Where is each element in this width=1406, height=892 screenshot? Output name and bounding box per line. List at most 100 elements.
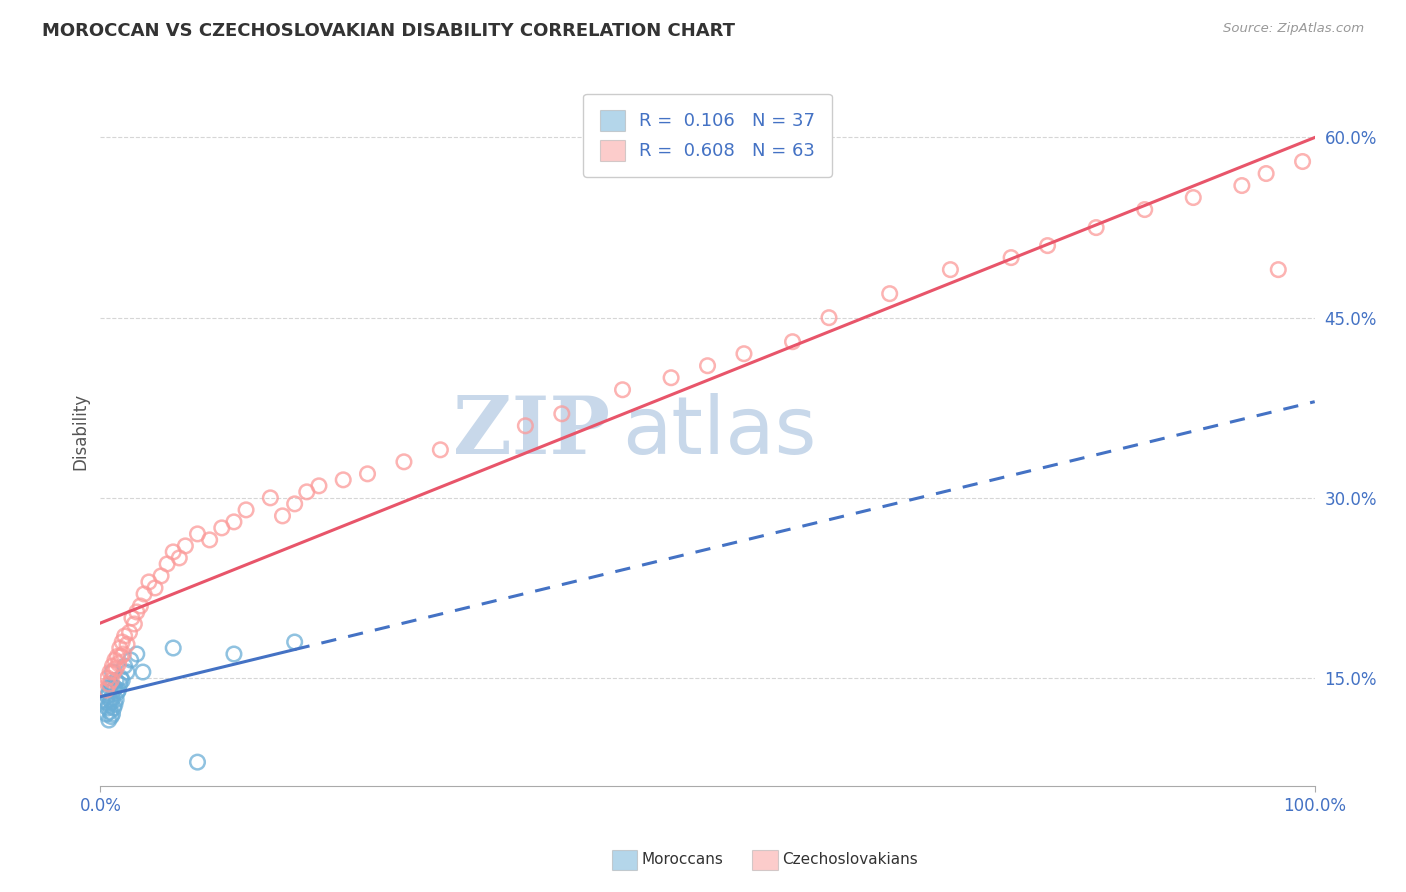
Point bbox=[97, 689, 120, 703]
Text: ZIP: ZIP bbox=[453, 392, 610, 471]
Point bbox=[100, 673, 122, 688]
Point bbox=[156, 557, 179, 571]
Point bbox=[174, 539, 197, 553]
Point bbox=[1267, 262, 1289, 277]
Point bbox=[115, 665, 138, 679]
Point bbox=[100, 709, 122, 723]
Point bbox=[120, 653, 142, 667]
Point bbox=[150, 569, 173, 583]
Point bbox=[818, 310, 841, 325]
Point bbox=[782, 334, 804, 349]
Legend: R =  0.106   N = 37, R =  0.608   N = 63: R = 0.106 N = 37, R = 0.608 N = 63 bbox=[583, 94, 831, 177]
Point bbox=[114, 629, 136, 643]
Point bbox=[132, 665, 155, 679]
Point bbox=[186, 527, 208, 541]
Point bbox=[112, 647, 135, 661]
Point bbox=[110, 649, 132, 664]
Point bbox=[332, 473, 354, 487]
Point bbox=[222, 647, 245, 661]
Point bbox=[124, 617, 146, 632]
Point bbox=[108, 640, 131, 655]
Point bbox=[1085, 220, 1108, 235]
Point bbox=[429, 442, 451, 457]
Point bbox=[222, 515, 245, 529]
Point bbox=[98, 692, 121, 706]
Point bbox=[696, 359, 718, 373]
Point bbox=[98, 665, 121, 679]
Point bbox=[104, 681, 127, 695]
Point bbox=[659, 370, 682, 384]
Point bbox=[356, 467, 378, 481]
Point bbox=[1036, 238, 1059, 252]
Point bbox=[103, 683, 125, 698]
Point bbox=[101, 680, 124, 694]
Text: Moroccans: Moroccans bbox=[641, 853, 723, 867]
Point bbox=[98, 705, 121, 719]
Point bbox=[284, 497, 307, 511]
Point bbox=[162, 640, 184, 655]
Text: atlas: atlas bbox=[623, 392, 817, 471]
Point bbox=[1230, 178, 1253, 193]
Point bbox=[110, 671, 132, 685]
Point bbox=[101, 659, 124, 673]
Point bbox=[271, 508, 294, 523]
Point bbox=[169, 550, 191, 565]
Point bbox=[308, 479, 330, 493]
Y-axis label: Disability: Disability bbox=[72, 393, 89, 470]
Point bbox=[162, 545, 184, 559]
Point bbox=[101, 707, 124, 722]
Point bbox=[107, 683, 129, 698]
Point bbox=[1182, 190, 1205, 204]
Point bbox=[98, 681, 121, 695]
Point bbox=[259, 491, 281, 505]
Point bbox=[114, 659, 136, 673]
Point bbox=[115, 637, 138, 651]
Point bbox=[105, 673, 128, 688]
Point bbox=[1000, 251, 1022, 265]
Point bbox=[100, 695, 122, 709]
Point bbox=[392, 455, 415, 469]
Text: Czechoslovakians: Czechoslovakians bbox=[782, 853, 918, 867]
Point bbox=[103, 701, 125, 715]
Point bbox=[108, 677, 131, 691]
Point bbox=[105, 692, 128, 706]
Point bbox=[97, 677, 120, 691]
Text: MOROCCAN VS CZECHOSLOVAKIAN DISABILITY CORRELATION CHART: MOROCCAN VS CZECHOSLOVAKIAN DISABILITY C… bbox=[42, 22, 735, 40]
Point bbox=[97, 671, 120, 685]
Point bbox=[101, 691, 124, 706]
Point bbox=[879, 286, 901, 301]
Point bbox=[96, 695, 118, 709]
Point bbox=[105, 649, 128, 664]
Text: Source: ZipAtlas.com: Source: ZipAtlas.com bbox=[1223, 22, 1364, 36]
Point bbox=[295, 484, 318, 499]
Point bbox=[186, 755, 208, 769]
Point bbox=[551, 407, 574, 421]
Point bbox=[612, 383, 634, 397]
Point bbox=[939, 262, 962, 277]
Point bbox=[1256, 167, 1278, 181]
Point bbox=[105, 661, 128, 675]
Point bbox=[129, 599, 152, 613]
Point bbox=[132, 587, 155, 601]
Point bbox=[107, 657, 129, 671]
Point bbox=[733, 347, 755, 361]
Point bbox=[97, 685, 120, 699]
Point bbox=[100, 677, 122, 691]
Point bbox=[235, 503, 257, 517]
Point bbox=[111, 635, 134, 649]
Point bbox=[96, 683, 118, 698]
Point bbox=[1291, 154, 1313, 169]
Point bbox=[104, 698, 127, 712]
Point bbox=[515, 418, 537, 433]
Point bbox=[125, 605, 148, 619]
Point bbox=[138, 574, 160, 589]
Point bbox=[198, 533, 221, 547]
Point bbox=[96, 707, 118, 722]
Point bbox=[211, 521, 233, 535]
Point bbox=[111, 673, 134, 688]
Point bbox=[143, 581, 166, 595]
Point bbox=[104, 653, 127, 667]
Point bbox=[97, 701, 120, 715]
Point bbox=[101, 665, 124, 679]
Point bbox=[121, 611, 143, 625]
